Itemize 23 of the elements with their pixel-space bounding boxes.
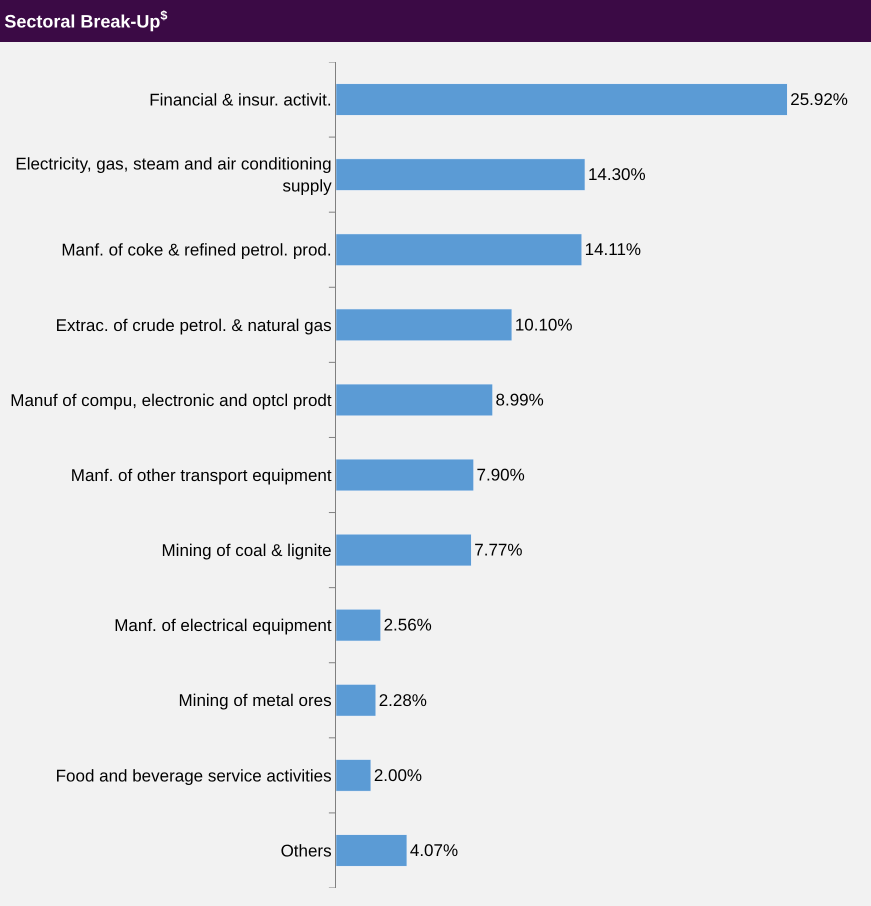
y-tick-label: Mining of coal & lignite: [162, 541, 332, 560]
data-label: 14.11%: [584, 240, 642, 260]
y-tick-label: Food and beverage service activities: [56, 766, 332, 786]
y-tick-label: Electricity, gas, steam and air conditioning supply: [15, 154, 332, 196]
data-label: 4.07%: [410, 840, 458, 860]
y-tick-label: Extrac. of crude petrol. & natural gas: [56, 316, 332, 335]
y-tick-label: Manf. of electrical equipment: [114, 616, 332, 636]
data-label: 7.77%: [474, 540, 522, 560]
data-label: 2.56%: [384, 616, 432, 635]
data-label: 10.10%: [514, 315, 572, 334]
data-label: 2.28%: [378, 690, 427, 710]
y-tick-label: Financial & insur. activit.: [149, 90, 332, 110]
y-tick-label: Others: [280, 841, 332, 860]
data-label: 8.99%: [496, 390, 544, 410]
y-tick-label: Manf. of other transport equipment: [70, 466, 332, 485]
text: Sectoral Break-Up$^{$}$: [4, 8, 168, 32]
y-tick-label: Mining of metal ores: [178, 691, 332, 710]
data-label: 7.90%: [476, 466, 525, 484]
data-label: 14.30%: [588, 165, 646, 184]
y-tick-label: Manf. of coke & refined petrol. prod.: [61, 240, 332, 260]
data-label: 2.00%: [374, 766, 422, 785]
data-label: 25.92%: [790, 90, 848, 110]
y-tick-label: Manuf of compu, electronic and optcl prodt: [10, 390, 332, 410]
